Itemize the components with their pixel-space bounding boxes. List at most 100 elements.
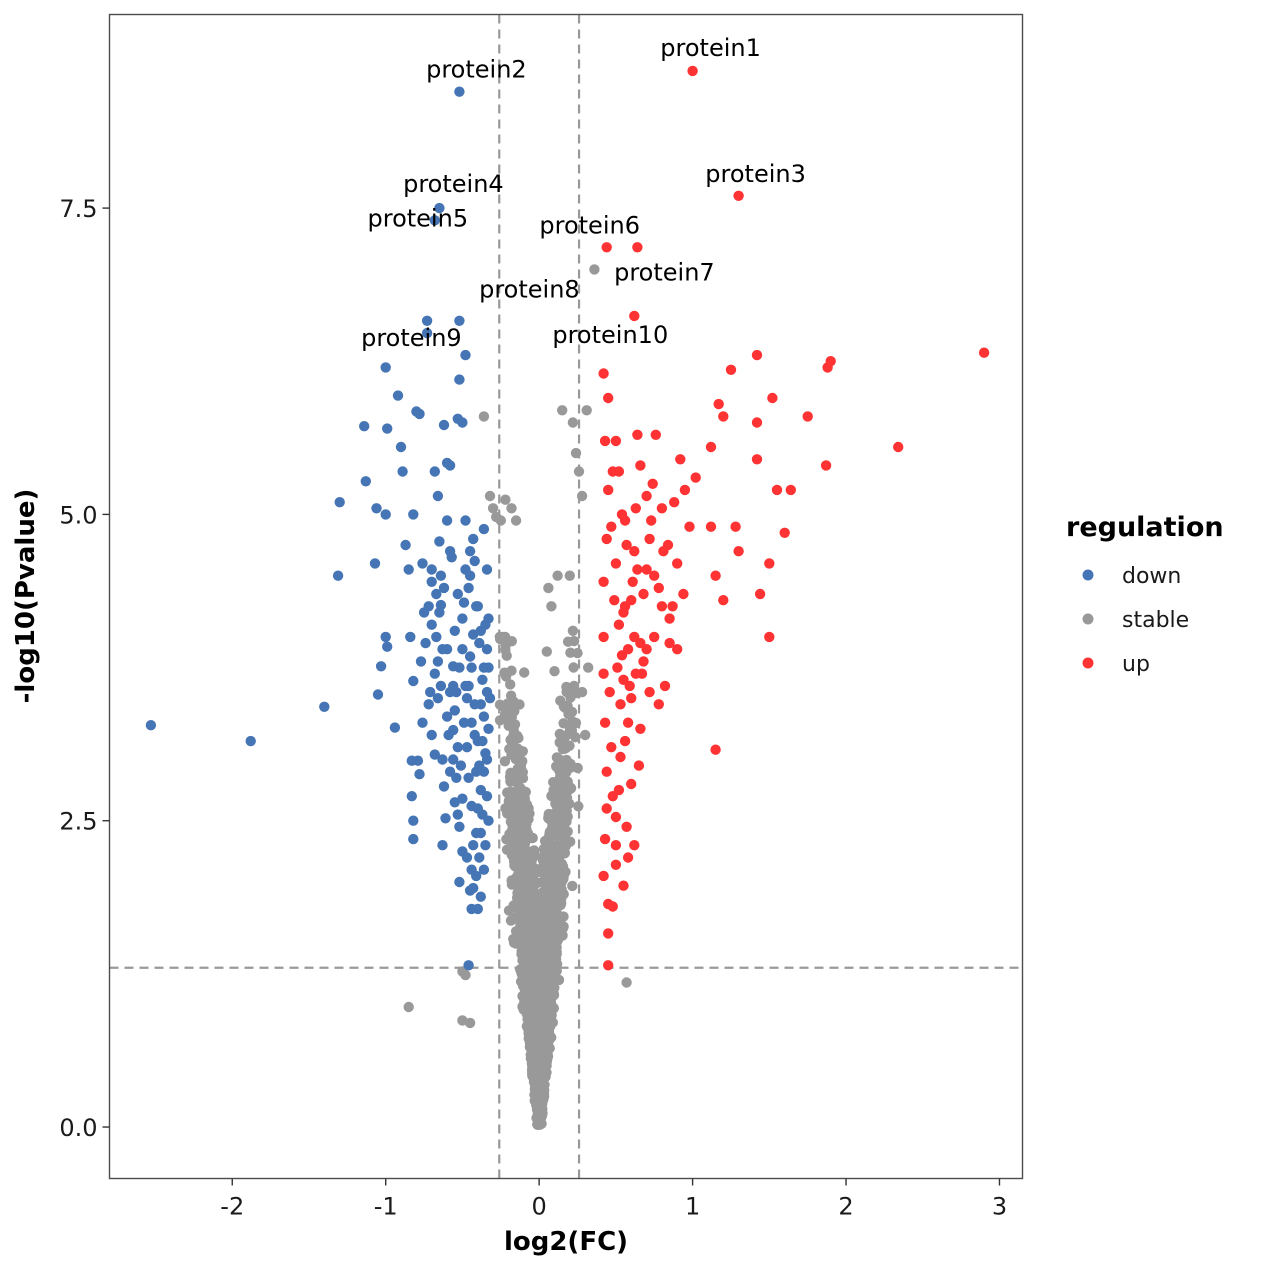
data-point-stable xyxy=(543,811,554,822)
data-point-stable xyxy=(523,852,534,863)
data-point-up xyxy=(751,417,763,428)
data-point-stable xyxy=(533,1075,544,1086)
data-point-down xyxy=(441,515,453,526)
data-point-down xyxy=(474,760,485,771)
data-point-stable xyxy=(548,784,559,796)
data-point-up xyxy=(764,558,775,569)
data-point-down xyxy=(463,960,474,971)
data-point-stable xyxy=(581,405,592,416)
data-point-down xyxy=(463,582,474,594)
data-point-up xyxy=(656,601,668,612)
data-point-stable xyxy=(522,971,533,982)
data-point-down xyxy=(464,651,476,662)
data-point-down xyxy=(437,840,448,851)
x-tick-label: 2 xyxy=(838,1193,853,1221)
data-point-stable xyxy=(561,686,572,698)
data-point-down xyxy=(371,503,382,514)
data-point-up xyxy=(650,429,661,440)
data-point-up xyxy=(710,744,721,755)
data-point-up xyxy=(751,349,763,361)
data-point-up xyxy=(601,533,612,545)
data-point-up xyxy=(705,521,717,532)
data-point-down xyxy=(414,408,425,420)
data-point-down xyxy=(431,631,442,643)
data-point-down xyxy=(437,644,448,655)
data-point-up xyxy=(619,735,631,747)
data-point-stable xyxy=(537,962,548,973)
data-point-stable xyxy=(522,815,533,826)
data-point-stable xyxy=(541,646,552,657)
data-point-stable xyxy=(552,570,563,581)
data-point-up xyxy=(644,686,655,698)
data-point-down xyxy=(438,781,450,792)
data-point-down xyxy=(474,852,485,863)
point-label-protein2: protein2 xyxy=(426,56,527,84)
data-point-down xyxy=(426,564,437,575)
data-point-stable xyxy=(517,746,528,757)
data-point-up xyxy=(664,637,675,649)
data-point-up xyxy=(649,631,660,643)
data-point-stable xyxy=(512,730,523,742)
data-point-stable xyxy=(568,662,579,673)
data-point-down xyxy=(481,686,493,698)
data-point-down xyxy=(380,362,391,373)
data-point-stable xyxy=(568,635,580,647)
data-point-up xyxy=(621,821,632,832)
data-point-up xyxy=(754,588,766,600)
x-tick-label: 1 xyxy=(685,1193,700,1221)
data-point-stable xyxy=(518,927,530,938)
data-point-down xyxy=(478,523,490,535)
data-point-up xyxy=(978,347,990,358)
data-point-up xyxy=(820,460,832,471)
data-point-down xyxy=(480,840,491,851)
data-point-stable xyxy=(500,644,511,656)
data-point-down xyxy=(478,711,490,722)
data-point-up xyxy=(713,398,724,410)
data-point-stable xyxy=(521,883,533,894)
data-point-up xyxy=(601,766,612,777)
data-point-down xyxy=(458,717,470,728)
data-point-stable xyxy=(546,1010,557,1021)
data-point-stable xyxy=(478,411,490,422)
data-point-down xyxy=(375,661,387,672)
data-point-stable xyxy=(557,834,568,845)
data-point-up xyxy=(610,811,622,823)
data-point-stable xyxy=(567,880,578,892)
data-point-down xyxy=(454,821,465,832)
data-point-stable xyxy=(528,900,539,911)
data-point-down xyxy=(435,570,447,581)
data-point-down xyxy=(474,637,485,649)
data-point-stable xyxy=(548,959,560,970)
x-tick-label: 3 xyxy=(992,1193,1007,1221)
data-point-down xyxy=(475,891,486,902)
legend: regulation down stable up xyxy=(1066,512,1224,677)
data-point-down xyxy=(461,742,473,753)
data-point-down xyxy=(466,717,477,728)
data-point-up xyxy=(641,490,652,502)
data-point-up xyxy=(622,852,634,863)
data-point-down xyxy=(469,555,480,567)
data-point-stable xyxy=(570,447,582,459)
data-point-down xyxy=(245,735,256,747)
data-point-down xyxy=(420,637,431,649)
data-point-down xyxy=(471,870,482,882)
data-point-down xyxy=(397,466,408,477)
data-point-up xyxy=(649,570,660,581)
data-point-up xyxy=(622,717,634,728)
data-point-up xyxy=(656,503,668,514)
data-point-up xyxy=(599,435,611,447)
data-point-down xyxy=(455,760,467,771)
data-point-stable xyxy=(494,715,506,726)
data-point-stable xyxy=(504,828,515,840)
data-point-down xyxy=(434,536,445,547)
data-point-down xyxy=(421,327,433,339)
data-point-down xyxy=(400,539,411,551)
data-point-stable xyxy=(554,728,565,740)
data-point-down xyxy=(480,619,491,630)
data-point-down xyxy=(414,769,425,780)
data-point-stable xyxy=(506,636,517,647)
data-point-stable xyxy=(403,1001,414,1013)
data-point-down xyxy=(454,662,465,673)
data-point-down xyxy=(426,729,437,741)
data-point-down xyxy=(395,441,407,453)
